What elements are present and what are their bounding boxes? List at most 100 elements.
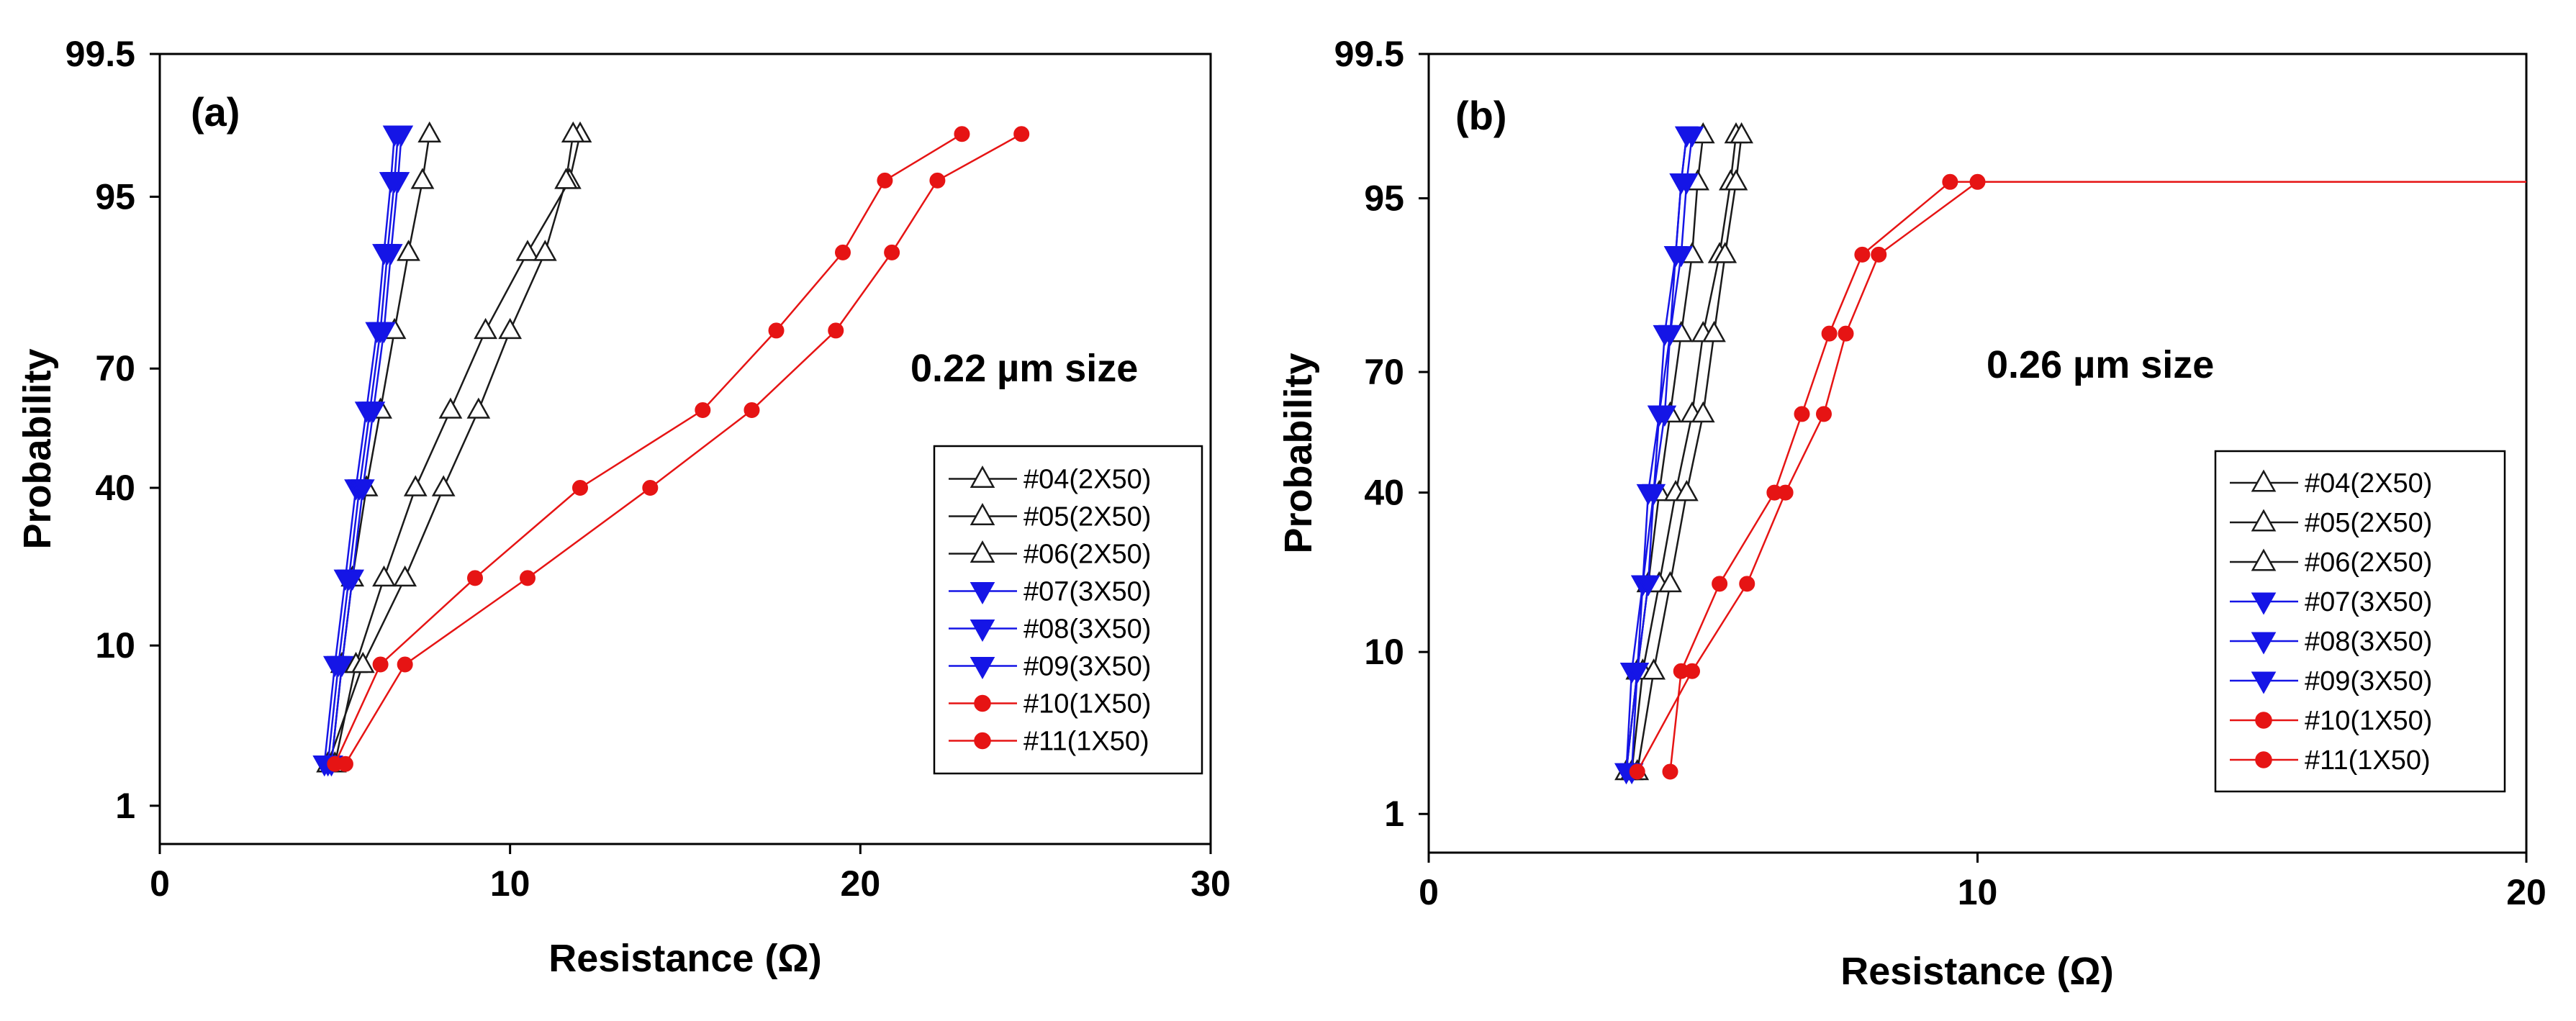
legend-marker [970, 540, 995, 563]
y-tick-label: 70 [95, 348, 135, 389]
plot-area-a: 0 10 20 30 1 10 40 70 95 99.5 [65, 34, 1231, 904]
legend-entry: #06(2X50) [949, 540, 1151, 570]
data-point [1691, 401, 1715, 423]
y-axis-label-a: Probability [16, 348, 59, 549]
legend-marker [2251, 671, 2277, 694]
data-point [1642, 484, 1666, 506]
legend-label: #11(1X50) [2305, 745, 2431, 776]
x-tick-label: 20 [2506, 872, 2546, 912]
x-tick-label: 20 [841, 863, 881, 904]
legend-entry: #09(3X50) [949, 652, 1151, 682]
data-point [1821, 325, 1838, 342]
legend-label: #09(3X50) [2305, 666, 2432, 696]
data-point [1794, 406, 1810, 422]
series-#09(3X50) [1619, 126, 1704, 785]
data-point [1871, 246, 1887, 263]
legend-label: #08(3X50) [1023, 614, 1151, 645]
legend-entry: #06(2X50) [2230, 548, 2432, 578]
legend-marker [970, 465, 995, 488]
plot-frame [158, 53, 1212, 845]
legend-box [2214, 450, 2506, 793]
legend-label: #09(3X50) [1023, 652, 1151, 682]
data-point [1642, 658, 1666, 680]
data-point [1712, 576, 1728, 592]
data-point [361, 401, 386, 423]
data-point [1674, 173, 1699, 195]
data-point [877, 172, 893, 189]
y-tick-label: 1 [115, 786, 135, 826]
legend-marker [974, 732, 991, 750]
y-tick-label: 70 [1364, 352, 1404, 392]
y-tick-label: 95 [95, 176, 135, 217]
chart-panel-a: 0 10 20 30 1 10 40 70 95 99.5 (a) 0.22 µm size Re… [16, 34, 1231, 980]
legend-entry: #08(3X50) [2230, 627, 2432, 657]
data-point [520, 570, 535, 586]
legend-a: #04(2X50) #05(2X50) #06(2X50) #07(3X50) #08(… [933, 445, 1203, 775]
series-#10(1X50) [327, 126, 970, 772]
data-point [884, 244, 900, 260]
series-#06(2X50) [1625, 122, 1754, 781]
x-tick-label: 10 [490, 863, 530, 904]
data-point [828, 322, 844, 339]
legend-label: #10(1X50) [2305, 706, 2432, 736]
legend-label: #04(2X50) [1023, 465, 1151, 495]
data-point [1658, 571, 1682, 593]
data-point [768, 322, 785, 339]
y-tick-label: 10 [1364, 632, 1404, 672]
legend-label: #06(2X50) [2305, 548, 2432, 578]
data-point [351, 651, 375, 673]
annotation-b: 0.26 µm size [1987, 343, 2214, 386]
data-point [498, 317, 523, 340]
y-tick-label: 40 [1364, 473, 1404, 513]
data-point [466, 397, 491, 419]
data-point [1739, 576, 1755, 592]
series-#11(1X50) [1629, 173, 2526, 780]
data-point [515, 240, 540, 261]
data-point [372, 322, 396, 343]
data-point [1625, 662, 1650, 684]
data-point [397, 656, 413, 673]
legend-marker [2251, 632, 2277, 655]
annotation-a: 0.22 µm size [910, 347, 1138, 390]
y-tick-label: 99.5 [65, 34, 135, 74]
data-point [554, 168, 578, 189]
legend-label: #05(2X50) [2305, 508, 2432, 538]
series-#06(2X50) [316, 121, 585, 773]
data-point [379, 244, 403, 266]
data-point [351, 479, 375, 501]
data-point [929, 172, 946, 189]
legend-entry: #11(1X50) [949, 727, 1149, 757]
data-point [1713, 242, 1737, 263]
x-tick-label: 10 [1958, 872, 1998, 912]
legend-entry: #09(3X50) [2230, 666, 2432, 696]
data-point [1816, 406, 1832, 422]
legend-marker [970, 582, 995, 605]
data-point [1674, 480, 1699, 502]
legend-entry: #04(2X50) [949, 465, 1151, 495]
data-point [393, 565, 417, 587]
data-point [954, 126, 970, 142]
data-point [1629, 763, 1645, 780]
data-point [1636, 575, 1660, 596]
legend-entry: #05(2X50) [2230, 508, 2432, 538]
data-point [561, 121, 585, 143]
y-tick-label: 1 [1384, 794, 1404, 834]
series-line [334, 133, 963, 765]
legend-marker [970, 620, 995, 643]
legend-box [933, 445, 1203, 775]
data-point [467, 570, 483, 586]
data-point [1684, 663, 1700, 679]
panel-label-a: (a) [191, 89, 240, 135]
data-point [1969, 173, 1986, 190]
legend-label: #08(3X50) [2305, 627, 2432, 657]
data-point [330, 655, 354, 678]
legend-entry: #05(2X50) [949, 502, 1151, 532]
data-point [1942, 173, 1958, 190]
data-point [474, 317, 497, 340]
legend-entry: #04(2X50) [2230, 468, 2432, 499]
legend-marker [970, 657, 995, 680]
data-point [1730, 122, 1754, 144]
y-tick-label: 10 [95, 625, 135, 666]
legend-marker [974, 694, 991, 712]
